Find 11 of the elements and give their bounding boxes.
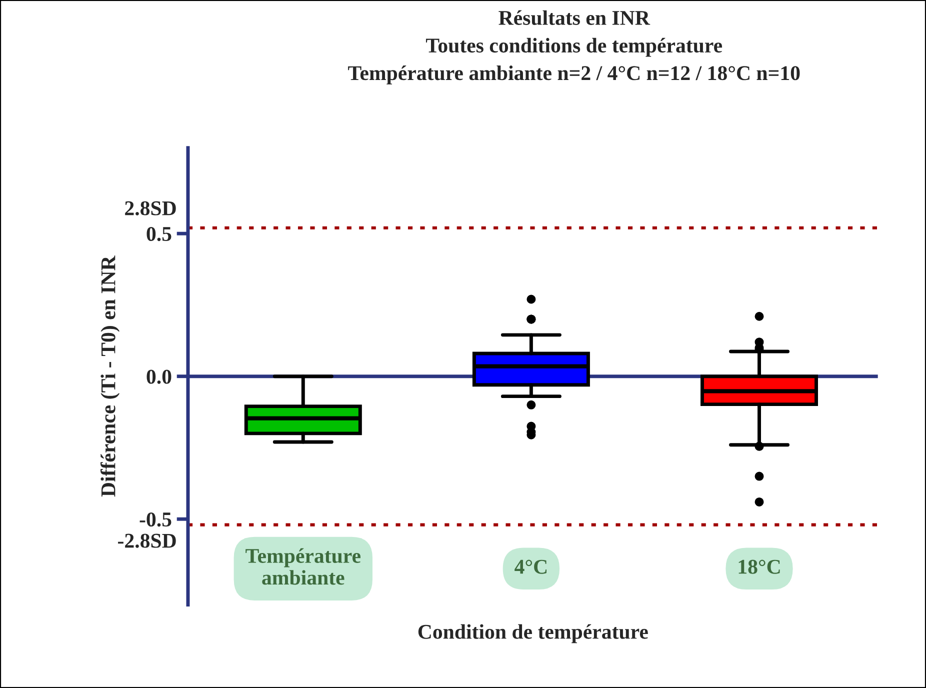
chart-title: Résultats en INR Toutes conditions de température Température ambiante n=2 / 4°C n=12 / 18°C n=10 xyxy=(348,10,800,84)
ref-line-label: 2.8SD xyxy=(125,201,176,216)
y-tick-label: 0.0 xyxy=(146,370,172,384)
y-axis-title: Différence (Ti - T0) en INR xyxy=(100,255,120,497)
x-axis-title: Condition de température xyxy=(418,624,648,644)
x-tick-label: Température ambiante xyxy=(246,548,360,585)
y-tick-label: -0.5 xyxy=(140,512,172,527)
x-tick-label: 18°C xyxy=(738,560,780,574)
ref-line-label: -2.8SD xyxy=(118,534,176,548)
y-tick-label: 0.5 xyxy=(146,226,172,242)
x-tick-label: 4°C xyxy=(514,560,547,574)
